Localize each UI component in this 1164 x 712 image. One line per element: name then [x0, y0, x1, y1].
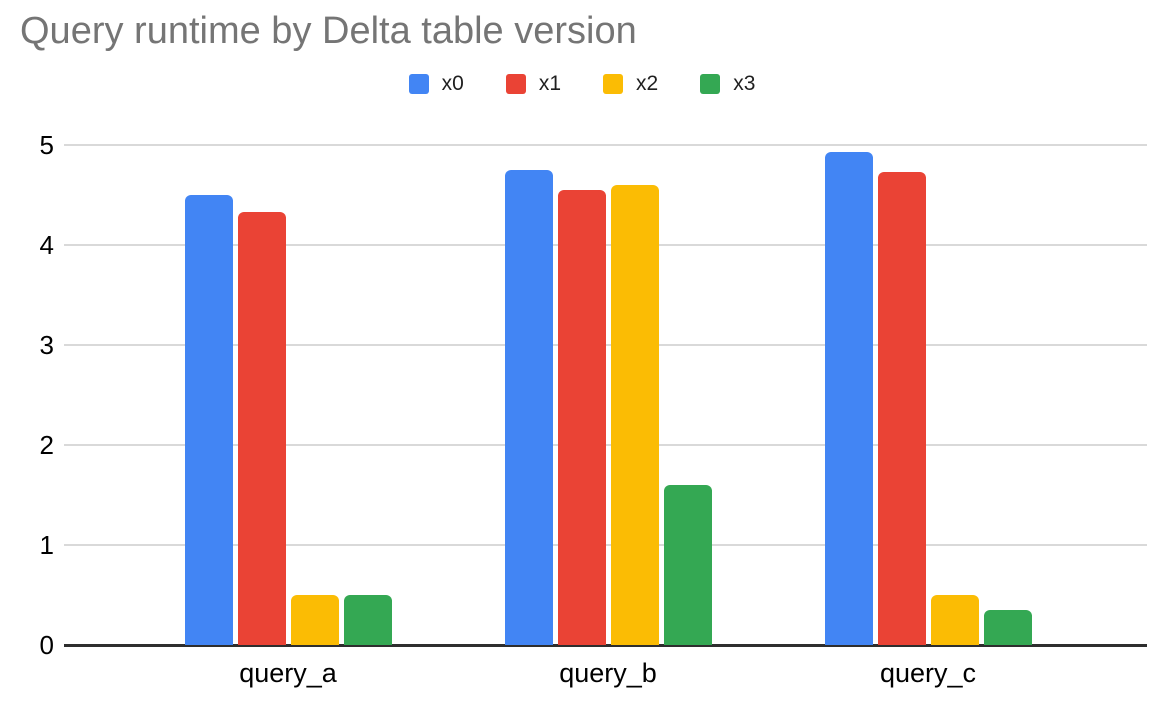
legend-item-x3: x3	[700, 72, 755, 96]
legend: x0 x1 x2 x3	[0, 70, 1164, 98]
bar-group-query_b	[504, 170, 712, 645]
legend-item-x0: x0	[408, 72, 464, 96]
y-axis-label-5: 5	[39, 130, 54, 160]
gridline-y1	[64, 544, 1147, 546]
bar-group-query_a	[184, 195, 392, 645]
y-axis-label-1: 1	[39, 530, 54, 560]
bar-x1-query_c	[877, 172, 926, 645]
legend-swatch-x1-icon	[505, 74, 526, 94]
bar-x3-query_b	[663, 485, 712, 645]
gridline-y3	[64, 344, 1147, 346]
bar-x0-query_a	[184, 195, 233, 645]
bar-x2-query_a	[290, 595, 339, 645]
legend-swatch-x3-icon	[700, 74, 721, 94]
legend-swatch-x0-icon	[408, 74, 429, 94]
plot-area	[64, 144, 1147, 647]
legend-item-x1: x1	[505, 72, 561, 96]
chart-title: Query runtime by Delta table version	[20, 10, 637, 52]
legend-item-x2: x2	[603, 72, 658, 96]
legend-swatch-x2-icon	[603, 74, 623, 94]
legend-label-x1: x1	[538, 72, 561, 95]
y-axis-label-0: 0	[39, 630, 54, 660]
bar-x2-query_c	[930, 595, 979, 645]
bar-x1-query_b	[557, 190, 606, 645]
x-axis-line	[64, 644, 1147, 647]
legend-label-x0: x0	[441, 72, 464, 95]
bar-group-query_c	[824, 152, 1032, 645]
x-axis-label-query_b: query_b	[559, 658, 657, 688]
x-axis-label-query_a: query_a	[239, 658, 337, 688]
gridline-y5	[64, 144, 1147, 146]
bar-x0-query_c	[824, 152, 873, 645]
bar-x2-query_b	[610, 185, 659, 645]
bar-x1-query_a	[237, 212, 286, 645]
chart-body: 0 1 2 3 4 5 query_a query_b query_c	[0, 130, 1164, 688]
x-axis-label-query_c: query_c	[879, 658, 977, 688]
y-axis-label-2: 2	[39, 430, 54, 460]
gridline-y4	[64, 244, 1147, 246]
legend-label-x3: x3	[733, 72, 756, 95]
bar-x0-query_b	[504, 170, 553, 645]
gridline-y2	[64, 444, 1147, 446]
bar-x3-query_c	[983, 610, 1032, 645]
y-axis-label-4: 4	[39, 230, 54, 260]
y-axis-label-3: 3	[39, 330, 54, 360]
bar-x3-query_a	[343, 595, 392, 645]
legend-label-x2: x2	[636, 72, 659, 95]
